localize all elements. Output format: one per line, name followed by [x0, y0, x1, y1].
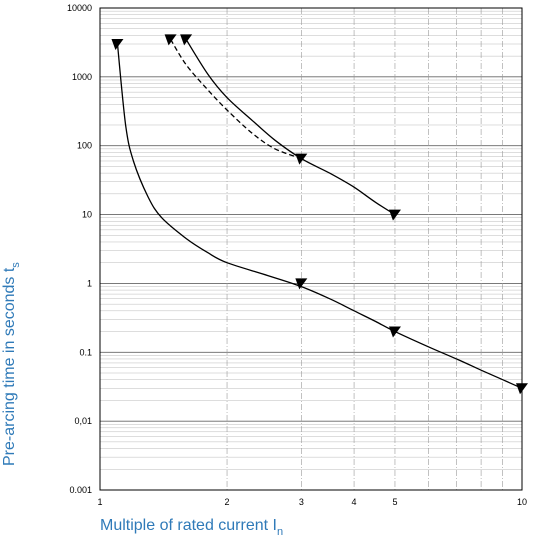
series-layer [111, 34, 528, 395]
plot-frame [99, 7, 523, 491]
x-tick-label: 5 [392, 497, 397, 507]
series-line-3 [170, 39, 302, 160]
grid [100, 8, 522, 491]
x-tick-label: 1 [97, 497, 102, 507]
x-tick-label: 2 [225, 497, 230, 507]
series-marker [164, 34, 177, 46]
series-marker [111, 39, 124, 51]
y-tick-label: 100 [77, 141, 92, 151]
y-tick-label: 0.1 [79, 347, 92, 357]
x-axis-title: Multiple of rated current In [100, 517, 283, 538]
series-marker [388, 209, 401, 221]
y-tick-label: 0,01 [74, 416, 92, 426]
series-line-2 [185, 39, 396, 216]
y-tick-label: 0.001 [69, 485, 92, 495]
x-tick-label: 3 [299, 497, 304, 507]
y-tick-label: 1 [87, 278, 92, 288]
series-marker [295, 153, 308, 165]
x-tick-label: 10 [517, 497, 527, 507]
y-tick-label: 1000 [72, 72, 92, 82]
series-line-1 [116, 43, 523, 389]
x-tick-label: 4 [352, 497, 357, 507]
series-marker [516, 383, 528, 395]
tick-labels: 10000 1000 100 10 1 0.1 0,01 0.001 1 2 3 4 5 10 [67, 3, 527, 507]
y-tick-label: 10 [82, 210, 92, 220]
series-marker [295, 278, 308, 290]
series-marker [388, 326, 401, 338]
y-axis-title: Pre-arcing time in seconds ts [1, 262, 22, 466]
y-tick-label: 10000 [67, 3, 92, 13]
series-marker [180, 34, 193, 46]
